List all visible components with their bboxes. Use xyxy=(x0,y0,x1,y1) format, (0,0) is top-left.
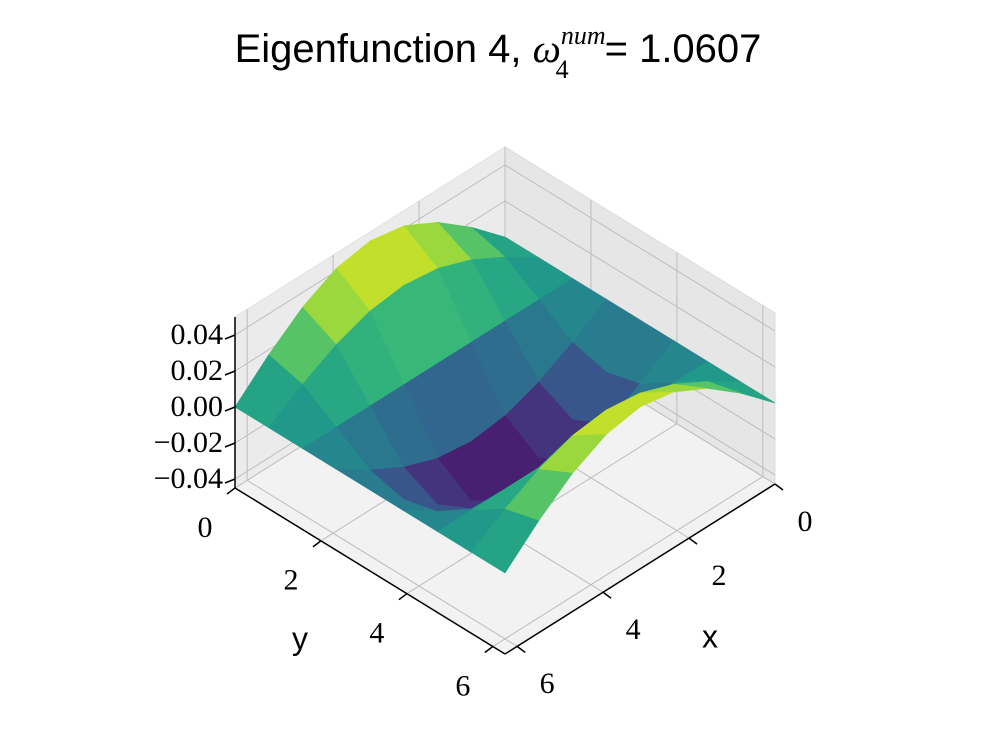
y-tick-label: 2 xyxy=(283,564,298,597)
surface xyxy=(234,221,776,574)
tick-mark xyxy=(224,406,236,412)
tick-mark xyxy=(224,442,236,448)
y-axis-line xyxy=(234,487,506,655)
z-tick-label: −0.02 xyxy=(154,426,223,459)
chart-title: Eigenfunction 4, ωnum 4 = 1.0607 xyxy=(235,21,762,84)
tick-mark xyxy=(312,540,322,548)
y-tick-label: 0 xyxy=(198,511,213,544)
title-subscript: 4 xyxy=(556,55,569,84)
y-axis-label: y xyxy=(292,620,308,656)
x-tick-label: 0 xyxy=(798,505,813,538)
z-tick-label: −0.04 xyxy=(154,462,223,495)
title-text: Eigenfunction 4, xyxy=(235,27,533,71)
z-tick-label: 0.04 xyxy=(171,318,224,351)
grid-line xyxy=(504,164,776,332)
z-tick-label: 0.00 xyxy=(171,390,224,423)
tick-mark xyxy=(224,370,236,376)
y-tick-label: 4 xyxy=(369,617,384,650)
tick-mark xyxy=(398,593,408,601)
grid-line xyxy=(504,200,776,368)
tick-mark xyxy=(516,645,526,653)
z-tick-label: 0.02 xyxy=(171,354,224,387)
x-tick-label: 4 xyxy=(626,613,641,646)
tick-mark xyxy=(484,645,494,654)
x-axis-label: x xyxy=(702,618,718,654)
title-superscript: num xyxy=(561,21,606,50)
grid-line xyxy=(246,479,518,647)
tick-mark xyxy=(226,487,236,495)
tick-mark xyxy=(602,591,612,599)
surface-patch xyxy=(470,508,540,574)
title-value: = 1.0607 xyxy=(605,27,762,71)
axes: 0 2 4 6 0 2 4 6 −0.04−0.020.000.020.04 x y xyxy=(154,317,813,702)
tick-mark xyxy=(224,334,236,340)
tick-mark xyxy=(774,483,784,491)
grid-line xyxy=(492,476,764,647)
x-tick-label: 6 xyxy=(540,667,555,700)
x-axis-line xyxy=(504,483,776,655)
tick-mark xyxy=(688,537,698,545)
y-tick-label: 6 xyxy=(455,669,470,702)
x-tick-label: 2 xyxy=(712,559,727,592)
tick-mark xyxy=(224,478,236,484)
title-symbol: ω xyxy=(533,26,561,71)
